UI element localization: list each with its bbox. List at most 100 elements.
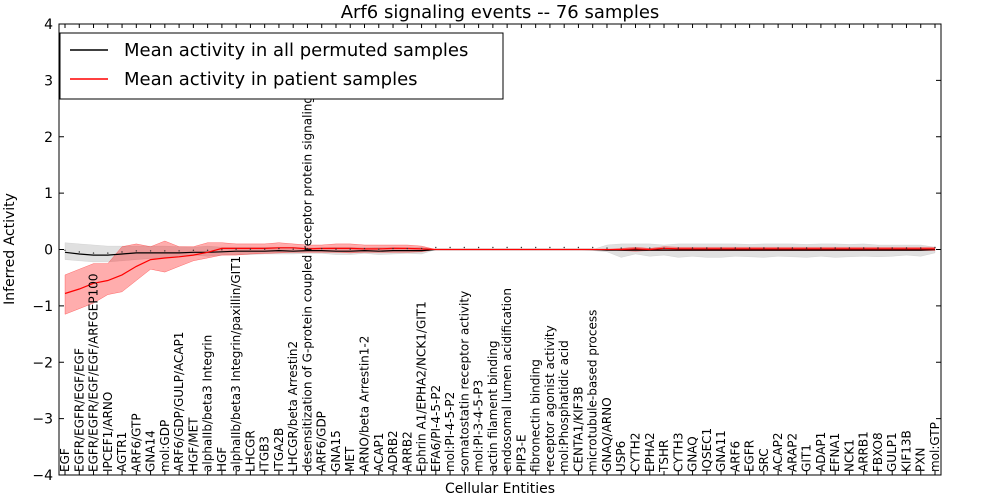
ref-dot [378, 248, 380, 250]
ref-dot [791, 247, 794, 249]
x-tick-label: ITGA2B [272, 428, 286, 472]
ref-dot [677, 247, 679, 249]
ref-dot [506, 246, 508, 249]
ref-dot [192, 249, 195, 251]
ref-dot [920, 247, 922, 249]
ref-dot [535, 246, 537, 249]
y-tick-label: −3 [32, 412, 53, 428]
ref-dot [349, 248, 351, 250]
x-tick-label: EFNA1 [828, 433, 842, 472]
x-tick-label: PXN [914, 448, 928, 472]
x-tick-label: KIF13B [900, 430, 914, 472]
ref-dot [221, 249, 223, 251]
x-tick-label: ARF6/GDP [315, 411, 329, 472]
ref-dot [64, 249, 66, 251]
y-tick-label: 2 [44, 130, 53, 146]
x-tick-label: desensitization of G-protein coupled rec… [301, 41, 315, 472]
x-tick-label: GNAQ/ARNO [600, 397, 614, 472]
x-tick-label: ARF6/GDP/GULP/ACAP1 [172, 332, 186, 472]
x-tick-label: AGTR1 [115, 432, 129, 472]
ref-dot [905, 247, 908, 249]
ref-dot [492, 246, 494, 249]
ref-dot [292, 248, 294, 250]
ref-dot [235, 248, 237, 250]
legend-text-permuted: Mean activity in all permuted samples [124, 40, 468, 61]
x-tick-label: ARF6/GTP [129, 413, 143, 472]
ref-dot [278, 247, 280, 250]
ref-dot [92, 252, 95, 254]
x-axis-label: Cellular Entities [445, 481, 555, 497]
x-tick-label: fibronectin binding [529, 359, 543, 472]
x-tick-label: NCK1 [842, 439, 856, 472]
ref-dot [834, 247, 836, 249]
ref-dot [206, 249, 209, 251]
x-tick-label: LHCGR [243, 430, 257, 472]
ref-dot [249, 248, 252, 250]
y-axis-label: Inferred Activity [2, 193, 18, 305]
x-tick-label: GULP1 [885, 432, 899, 472]
ref-dot [877, 247, 879, 249]
x-tick-label: EPHA2 [643, 432, 657, 472]
x-tick-label: ARNO/beta Arrestin1-2 [358, 336, 372, 472]
x-tick-label: GIT1 [800, 444, 814, 472]
plot-frame [58, 23, 942, 476]
ref-dot [720, 247, 722, 249]
x-tick-label: receptor agonist activity [543, 325, 557, 472]
y-tick-label: 4 [44, 17, 53, 33]
ref-dot [734, 247, 736, 249]
x-tick-label: mol:PI-3-4-5-P3 [472, 380, 486, 472]
reference-dots [64, 246, 936, 254]
x-tick-label: ARRB1 [857, 431, 871, 472]
x-tick-label: FBXO8 [871, 432, 885, 472]
ref-dot [592, 246, 594, 249]
x-tick-label: microtubule-based process [586, 310, 600, 472]
x-tick-label: ADRB2 [386, 430, 400, 472]
ref-dot [449, 246, 451, 249]
ref-dot [363, 247, 366, 250]
x-tick-label: IQSEC1 [700, 428, 714, 472]
ref-dot [777, 247, 779, 249]
ref-dot [306, 247, 309, 250]
x-tick-label: GNA15 [329, 430, 343, 472]
ref-dot [178, 250, 180, 252]
ref-dot [934, 246, 936, 249]
y-tick-label: 0 [44, 243, 53, 259]
x-tick-label: Ephrin A1/EPHA2/NCK1/GIT1 [415, 301, 429, 472]
ref-dot [649, 247, 651, 249]
x-tick-label: endosomal lumen acidification [500, 288, 514, 472]
ref-dot [606, 247, 608, 249]
ref-dot [520, 246, 523, 249]
line-patient [64, 247, 935, 295]
ref-dot [335, 248, 337, 250]
x-tick-label: mol:GDP [158, 420, 172, 472]
ref-dot [663, 247, 665, 249]
ref-dot [121, 251, 123, 253]
x-tick-label: EGFR [743, 440, 757, 472]
ref-dot [620, 247, 622, 249]
x-tick-label: ITGB3 [258, 436, 272, 472]
ref-dot [149, 250, 152, 252]
x-tick-label: alphaIIb/beta3 Integrin/paxillin/GIT1 [229, 256, 243, 472]
ref-dot [264, 248, 266, 250]
x-tick-label: mol:PI-4-5-P2 [443, 392, 457, 472]
x-tick-label: CENTA1/KIF3B [571, 387, 585, 472]
x-tick-label: ARF6 [728, 441, 742, 472]
ref-dot [863, 247, 865, 249]
ref-dot [634, 247, 637, 249]
ref-dot [135, 250, 137, 252]
legend-box [59, 32, 504, 100]
x-tick-label: ARAP2 [785, 433, 799, 472]
ref-dot [691, 247, 694, 249]
x-tick-label: ACAP1 [372, 433, 386, 472]
y-tick-label: 3 [44, 73, 53, 89]
ref-dot [321, 247, 323, 250]
ref-dot [706, 247, 708, 249]
x-tick-label: HGF [215, 447, 229, 472]
y-tick-label: −1 [32, 299, 53, 315]
x-tick-label: GNA11 [714, 430, 728, 472]
ref-dot [848, 247, 851, 249]
ref-dot [549, 246, 551, 249]
x-tick-label: ACAP2 [771, 433, 785, 472]
ref-dot [78, 251, 81, 253]
